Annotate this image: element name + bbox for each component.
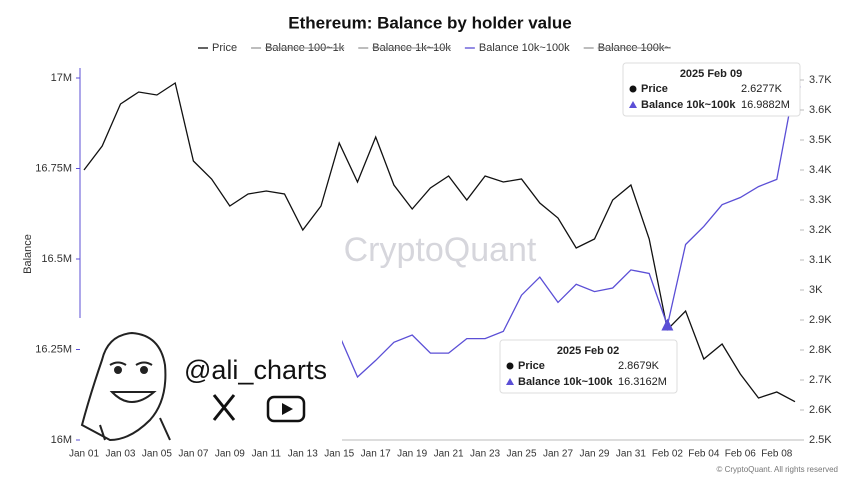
y2-tick-label: 2.9K: [809, 314, 832, 326]
copyright: © CryptoQuant. All rights reserved: [717, 465, 839, 474]
y-axis-label: Balance: [22, 234, 34, 274]
tooltip-value: 2.8679K: [618, 360, 660, 372]
legend-label[interactable]: Balance 10k~100k: [479, 42, 570, 54]
y-tick-label: 16M: [51, 434, 72, 446]
point-marker: [661, 318, 674, 331]
x-tick-label: Jan 19: [397, 449, 427, 460]
tooltip-value: 16.9882M: [741, 99, 790, 111]
tooltip-value: 16.3162M: [618, 376, 667, 388]
y-tick-label: 17M: [51, 72, 72, 84]
y-tick-label: 16.5M: [41, 253, 72, 265]
youtube-play: [282, 403, 293, 415]
series-line: [338, 82, 796, 379]
youtube-icon: [266, 395, 306, 423]
x-tick-label: Jan 13: [288, 449, 318, 460]
tooltip-value: 2.6277K: [741, 83, 783, 95]
x-tick-label: Jan 05: [142, 449, 172, 460]
legend-label[interactable]: Price: [212, 42, 237, 54]
y-tick-label: 16.75M: [35, 162, 72, 174]
y2-tick-label: 3.1K: [809, 254, 832, 266]
x-tick-label: Feb 06: [725, 449, 757, 460]
y2-tick-label: 3.2K: [809, 224, 832, 236]
x-tick-label: Jan 09: [215, 449, 245, 460]
y2-tick-label: 3.6K: [809, 104, 832, 116]
tooltip-name: Price: [641, 83, 668, 95]
tooltip-box: [499, 339, 678, 394]
x-tick-label: Jan 25: [507, 449, 537, 460]
x-tick-label: Jan 27: [543, 449, 573, 460]
x-tick-label: Jan 07: [178, 449, 208, 460]
legend: Price Balance 100~1k Balance 1k~10k Balance…: [198, 42, 671, 54]
x-tick-label: Jan 21: [434, 449, 464, 460]
tooltip-box: [622, 62, 801, 117]
y2-tick-label: 3.5K: [809, 134, 832, 146]
tooltip-triangle: [506, 378, 514, 385]
chart-title: Ethereum: Balance by holder value: [288, 13, 571, 32]
series-line: [83, 81, 796, 403]
tooltip-name: Price: [518, 360, 545, 372]
x-tick-label: Jan 23: [470, 449, 500, 460]
author-handle: @ali_charts: [184, 355, 327, 385]
y2-tick-label: 3.3K: [809, 194, 832, 206]
tooltip-title: 2025 Feb 02: [557, 345, 619, 357]
x-tick-label: Jan 31: [616, 449, 646, 460]
tooltip-dot: [506, 362, 514, 370]
x-tick-label: Feb 08: [761, 449, 793, 460]
tooltip-triangle: [629, 101, 637, 108]
x-tick-label: Jan 01: [69, 449, 99, 460]
y2-tick-label: 2.7K: [809, 374, 832, 386]
x-tick-label: Feb 02: [652, 449, 684, 460]
watermark: CryptoQuant: [344, 231, 537, 269]
y2-tick-label: 2.5K: [809, 434, 832, 446]
tooltip-dot: [629, 85, 637, 93]
x-tick-label: Jan 17: [361, 449, 391, 460]
y2-tick-label: 2.6K: [809, 404, 832, 416]
y2-tick-label: 3K: [809, 284, 823, 296]
x-icon: [212, 394, 236, 421]
y2-tick-label: 2.8K: [809, 344, 832, 356]
y2-tick-label: 3.4K: [809, 164, 832, 176]
x-tick-label: Jan 03: [105, 449, 135, 460]
tooltip-title: 2025 Feb 09: [680, 68, 742, 80]
author-overlay: @ali_charts: [70, 318, 342, 442]
x-tick-label: Jan 29: [579, 449, 609, 460]
y2-tick-label: 3.7K: [809, 74, 832, 86]
y-tick-label: 16.25M: [35, 343, 72, 355]
avatar: [80, 331, 171, 442]
x-tick-label: Jan 11: [252, 449, 282, 460]
tooltip-name: Balance 10k~100k: [518, 376, 613, 388]
tooltip-name: Balance 10k~100k: [641, 99, 736, 111]
tooltips: 2025 Feb 02 Price 2.8679K Balance 10k~100k 1…: [499, 62, 801, 394]
x-tick-label: Feb 04: [688, 449, 720, 460]
x-tick-label: Jan 15: [324, 449, 354, 460]
